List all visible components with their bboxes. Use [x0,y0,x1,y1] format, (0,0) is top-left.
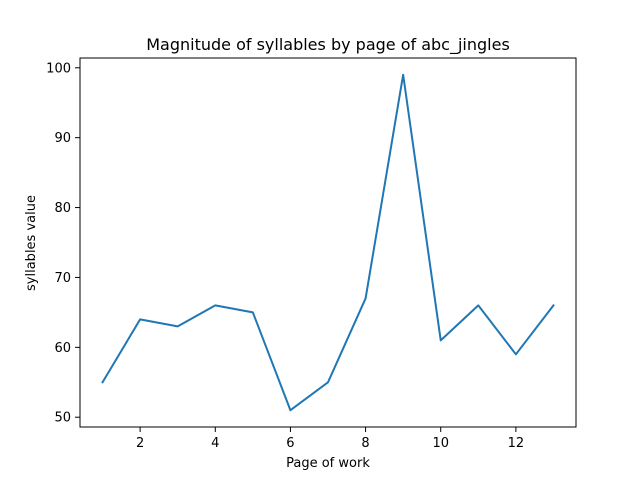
y-axis-label: syllables value [24,195,39,291]
y-tick-label: 50 [54,411,71,426]
x-tick-label: 2 [136,436,144,451]
y-tick-label: 60 [54,341,71,356]
axes-frame [79,57,577,428]
x-tick-label: 12 [508,436,525,451]
plot-area: 2 4 6 8 10 12 50 60 70 80 90 100 [46,57,577,451]
y-tick-label: 80 [54,201,71,216]
y-tick-label: 70 [54,271,71,286]
series-line [101,73,555,412]
x-tick-label: 4 [211,436,219,451]
chart-title: Magnitude of syllables by page of abc_ji… [146,35,510,55]
y-tick-label: 90 [54,131,71,146]
x-tick-label: 8 [361,436,369,451]
x-tick-label: 10 [432,436,449,451]
x-tick-label: 6 [286,436,294,451]
x-axis-label: Page of work [286,456,370,471]
y-tick-label: 100 [46,61,71,76]
